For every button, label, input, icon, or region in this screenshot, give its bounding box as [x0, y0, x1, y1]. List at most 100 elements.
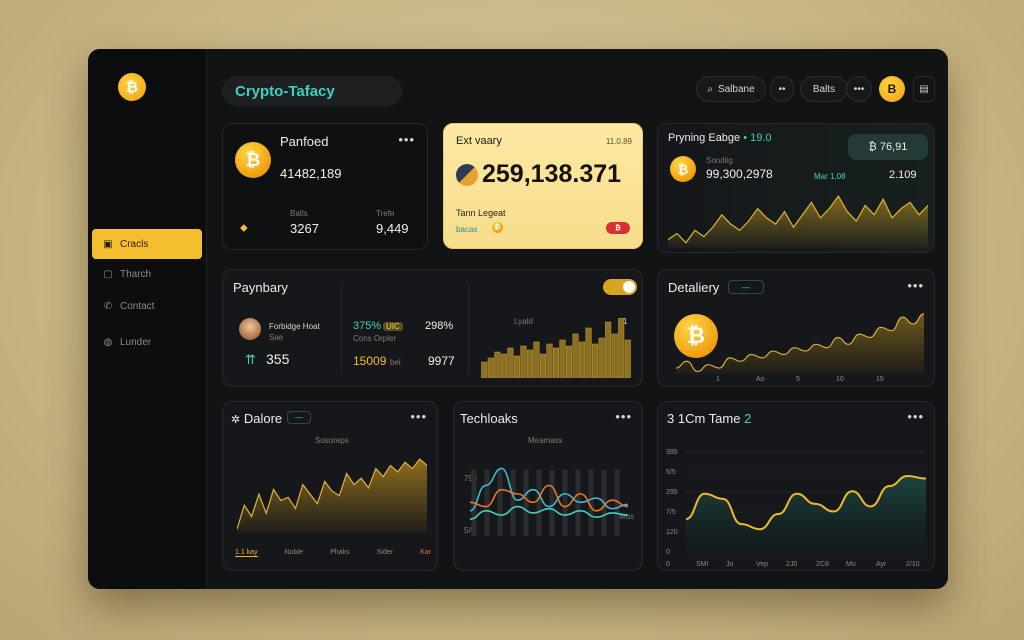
y-tick-label: 295: [666, 489, 678, 496]
bitcoin-logo-icon[interactable]: ₿: [118, 73, 146, 101]
bar: [605, 321, 612, 378]
card-title-text: Dalore: [243, 411, 283, 426]
wallet-icon: ▣: [103, 238, 113, 250]
stat-value: 3267: [290, 221, 319, 236]
y-tick-label: 395: [666, 449, 678, 456]
calendar-icon[interactable]: ▤: [913, 76, 935, 102]
legend-item[interactable]: Sider: [376, 549, 393, 556]
x-tick-label: 10: [836, 376, 844, 383]
x-tick-label: Ayr: [876, 561, 887, 568]
globe-icon: ◍: [103, 336, 113, 348]
sidebar-item-lunder[interactable]: ◍ Lunder: [92, 327, 202, 357]
user-sub: Sae: [269, 333, 284, 342]
dalore-tag[interactable]: —: [287, 411, 311, 424]
pricing-card: Pryning Eabge • 19.0 ₿ 76,91 ₿ Sondiig 9…: [657, 123, 935, 253]
val-value: 9977: [428, 354, 455, 368]
techloaks-chart: [469, 467, 629, 536]
legend-item[interactable]: 1.1 kay: [235, 549, 258, 557]
sidebar-item-label: Lunder: [120, 336, 152, 348]
x-tick-label: 0: [666, 561, 670, 568]
stat-label: Trefe: [376, 209, 395, 218]
menu-button[interactable]: •••: [846, 76, 872, 102]
legend-item[interactable]: Phaks: [330, 549, 350, 556]
image-icon: ▢: [103, 268, 113, 280]
card-title-text: Pryning Eabge: [668, 132, 741, 144]
bitcoin-icon: ₿: [674, 314, 718, 358]
user-avatar: [239, 318, 261, 340]
sub-label: Tann Legeat: [456, 208, 506, 218]
divider: [468, 284, 469, 374]
bar: [592, 343, 599, 378]
x-tick-label: Vep: [756, 561, 768, 568]
bar: [566, 345, 573, 378]
x-tick-label: 15: [876, 376, 884, 383]
dalore-card: ✲ Dalore — ••• Sosoreps 1.1 kay Noble Phak…: [222, 401, 438, 571]
more-options-icon[interactable]: •••: [907, 409, 924, 424]
card-title: ✲ Dalore: [231, 411, 282, 426]
legend-item[interactable]: Noble: [284, 549, 303, 556]
gear-icon: ✲: [231, 414, 241, 426]
more-options-icon[interactable]: •••: [410, 409, 427, 424]
avatar[interactable]: B: [879, 76, 905, 102]
bar: [585, 327, 592, 378]
sidebar-item-label: Contact: [120, 300, 155, 312]
exchange-badge[interactable]: ₿: [606, 222, 630, 234]
bar: [520, 345, 527, 378]
pct-value: 375%: [353, 320, 382, 332]
bar: [579, 341, 586, 378]
val-value: 15009: [353, 354, 387, 368]
chart-title: Sosoreps: [315, 436, 349, 445]
x-tick-label: 5: [796, 376, 800, 383]
price-badge[interactable]: ₿ 76,91: [848, 134, 928, 160]
series-line: [469, 505, 629, 521]
balance-button[interactable]: Balts: [800, 76, 848, 102]
card-title: Panfoed: [280, 134, 329, 149]
x-tick-label: Mo: [846, 561, 856, 568]
stat-label: Batls: [290, 209, 308, 218]
portfolio-card: ₿ Panfoed ••• 41482,189 ⬥ Batls 3267 Tre…: [222, 123, 428, 250]
price-value: 99,300,2978: [706, 167, 773, 181]
bar: [507, 347, 514, 378]
toggle-switch[interactable]: [603, 279, 637, 295]
series-line: [469, 467, 629, 512]
more-button[interactable]: ••: [770, 76, 794, 102]
time-card: 3 1Cm Tame 2 ••• 395 5/5 295 7/5 120 0 0 SMI Jo V…: [657, 401, 935, 571]
sidebar-item-tharch[interactable]: ▢ Tharch: [92, 259, 202, 289]
series-line: [685, 475, 927, 531]
sidebar: ₿ ▣ Cracls ▢ Tharch ✆ Contact ◍ Lunder: [88, 49, 207, 589]
pricing-chart: [668, 194, 928, 248]
bitcoin-icon: ₿: [670, 156, 696, 182]
bar: [526, 349, 533, 378]
y-tick-label: 0: [666, 549, 670, 556]
y-axis-label: 795: [464, 474, 478, 483]
search-button[interactable]: ⌕ Salbane: [696, 76, 766, 102]
series-line: [676, 313, 924, 373]
bar: [552, 347, 560, 378]
card-title: Pryning Eabge • 19.0: [668, 132, 772, 144]
delivery-tag[interactable]: —: [728, 280, 764, 294]
more-options-icon[interactable]: •••: [907, 278, 924, 293]
sidebar-item-label: Tharch: [120, 268, 152, 280]
bar: [618, 318, 625, 378]
payment-count: 355: [266, 351, 290, 367]
series-line: [668, 194, 928, 244]
sidebar-item-contact[interactable]: ✆ Contact: [92, 291, 202, 321]
techloaks-card: Techloaks ••• Meamass 795 5/5 Sleus: [453, 401, 643, 571]
legend-item[interactable]: Kar: [420, 549, 431, 556]
area-fill: [686, 476, 926, 552]
chart-right: 1: [623, 317, 628, 326]
bar: [546, 343, 553, 378]
phone-icon: ✆: [103, 300, 113, 312]
card-title-text: 3 1Cm Tame: [667, 411, 741, 426]
chart-corner-label: Sleus: [614, 512, 635, 521]
x-tick-label: 2J0: [786, 561, 797, 568]
more-options-icon[interactable]: •••: [615, 409, 632, 424]
sidebar-item-cracls[interactable]: ▣ Cracls: [92, 229, 202, 259]
exchange-card: Ext vaary 11.0.89 259,138.371 Tann Legea…: [443, 123, 643, 249]
price-mid-label: Mar 1,08: [814, 172, 846, 181]
more-options-icon[interactable]: •••: [398, 132, 415, 147]
exchange-value: 259,138.371: [482, 160, 622, 188]
series-line: [469, 484, 629, 512]
y-tick-label: 7/5: [666, 509, 676, 516]
chart-title: Meamass: [528, 436, 563, 445]
